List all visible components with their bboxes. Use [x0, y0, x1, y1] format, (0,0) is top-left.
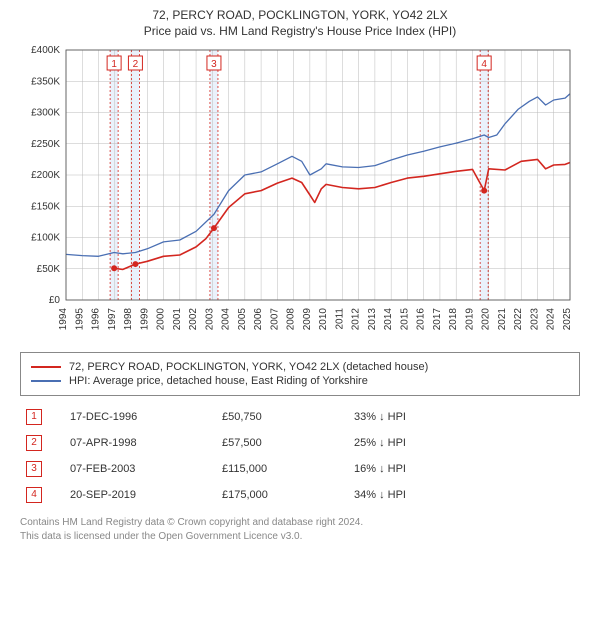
footer-note: Contains HM Land Registry data © Crown c… — [20, 516, 580, 543]
svg-text:4: 4 — [481, 59, 487, 70]
svg-text:2012: 2012 — [351, 308, 362, 331]
svg-text:2021: 2021 — [497, 308, 508, 331]
event-row: 4 20-SEP-2019£175,00034% ↓ HPI — [20, 482, 580, 508]
svg-text:2019: 2019 — [464, 308, 475, 331]
footer-line2: This data is licensed under the Open Gov… — [20, 530, 580, 544]
event-diff: 34% ↓ HPI — [348, 482, 580, 508]
svg-text:£150K: £150K — [31, 201, 60, 212]
legend-item: 72, PERCY ROAD, POCKLINGTON, YORK, YO42 … — [31, 361, 569, 373]
svg-text:1: 1 — [111, 59, 117, 70]
event-marker-cell: 2 — [20, 430, 64, 456]
legend-label: HPI: Average price, detached house, East… — [69, 375, 368, 387]
svg-text:3: 3 — [211, 59, 217, 70]
chart: £0 £50K £100K £150K £200K £250K £300K £350K £400… — [20, 44, 580, 344]
svg-text:2024: 2024 — [546, 308, 557, 331]
svg-text:2004: 2004 — [221, 308, 232, 331]
event-date: 20-SEP-2019 — [64, 482, 216, 508]
event-price: £175,000 — [216, 482, 348, 508]
svg-text:£350K: £350K — [31, 76, 60, 87]
event-date: 07-APR-1998 — [64, 430, 216, 456]
event-diff: 25% ↓ HPI — [348, 430, 580, 456]
event-marker: 4 — [26, 487, 42, 503]
svg-text:2007: 2007 — [269, 308, 280, 331]
svg-text:£200K: £200K — [31, 170, 60, 181]
event-price: £115,000 — [216, 456, 348, 482]
svg-text:1994: 1994 — [58, 308, 69, 331]
svg-text:1996: 1996 — [91, 308, 102, 331]
event-marker: 2 — [26, 435, 42, 451]
svg-text:2002: 2002 — [188, 308, 199, 331]
legend-swatch — [31, 366, 61, 368]
event-row: 2 07-APR-1998£57,50025% ↓ HPI — [20, 430, 580, 456]
svg-text:2016: 2016 — [416, 308, 427, 331]
svg-text:1995: 1995 — [74, 308, 85, 331]
svg-text:2013: 2013 — [367, 308, 378, 331]
legend: 72, PERCY ROAD, POCKLINGTON, YORK, YO42 … — [20, 352, 580, 396]
chart-svg: £0 £50K £100K £150K £200K £250K £300K £350K £400… — [20, 44, 580, 344]
event-marker-cell: 3 — [20, 456, 64, 482]
svg-text:2015: 2015 — [399, 308, 410, 331]
event-date: 07-FEB-2003 — [64, 456, 216, 482]
event-marker: 3 — [26, 461, 42, 477]
page: 72, PERCY ROAD, POCKLINGTON, YORK, YO42 … — [0, 0, 600, 549]
event-diff: 33% ↓ HPI — [348, 404, 580, 430]
event-price: £57,500 — [216, 430, 348, 456]
event-marker-cell: 4 — [20, 482, 64, 508]
svg-text:£400K: £400K — [31, 45, 60, 56]
svg-text:1998: 1998 — [123, 308, 134, 331]
event-marker: 1 — [26, 409, 42, 425]
chart-title-line1: 72, PERCY ROAD, POCKLINGTON, YORK, YO42 … — [10, 8, 590, 22]
event-diff: 16% ↓ HPI — [348, 456, 580, 482]
svg-text:£100K: £100K — [31, 233, 60, 244]
chart-title-line2: Price paid vs. HM Land Registry's House … — [10, 24, 590, 38]
event-price: £50,750 — [216, 404, 348, 430]
svg-text:£250K: £250K — [31, 139, 60, 150]
svg-text:2017: 2017 — [432, 308, 443, 331]
event-marker-cell: 1 — [20, 404, 64, 430]
event-date: 17-DEC-1996 — [64, 404, 216, 430]
footer-line1: Contains HM Land Registry data © Crown c… — [20, 516, 580, 530]
svg-text:2010: 2010 — [318, 308, 329, 331]
event-row: 1 17-DEC-1996£50,75033% ↓ HPI — [20, 404, 580, 430]
svg-text:1997: 1997 — [107, 308, 118, 331]
legend-swatch — [31, 380, 61, 382]
svg-text:£300K: £300K — [31, 108, 60, 119]
svg-text:2011: 2011 — [334, 308, 345, 330]
svg-text:2020: 2020 — [481, 308, 492, 331]
event-row: 3 07-FEB-2003£115,00016% ↓ HPI — [20, 456, 580, 482]
svg-text:2006: 2006 — [253, 308, 264, 331]
svg-text:2008: 2008 — [286, 308, 297, 331]
svg-text:2022: 2022 — [513, 308, 524, 331]
svg-text:2000: 2000 — [156, 308, 167, 331]
svg-text:2: 2 — [133, 59, 139, 70]
svg-text:2014: 2014 — [383, 308, 394, 331]
svg-text:£0: £0 — [49, 295, 61, 306]
svg-text:2018: 2018 — [448, 308, 459, 331]
svg-text:2005: 2005 — [237, 308, 248, 331]
legend-label: 72, PERCY ROAD, POCKLINGTON, YORK, YO42 … — [69, 361, 428, 373]
chart-title-block: 72, PERCY ROAD, POCKLINGTON, YORK, YO42 … — [10, 8, 590, 38]
legend-item: HPI: Average price, detached house, East… — [31, 375, 569, 387]
svg-text:£50K: £50K — [37, 264, 61, 275]
svg-text:2001: 2001 — [172, 308, 183, 331]
svg-text:2025: 2025 — [562, 308, 573, 331]
event-table: 1 17-DEC-1996£50,75033% ↓ HPI 2 07-APR-1998… — [20, 404, 580, 508]
svg-text:2023: 2023 — [529, 308, 540, 331]
svg-text:2009: 2009 — [302, 308, 313, 331]
svg-text:1999: 1999 — [139, 308, 150, 331]
svg-text:2003: 2003 — [204, 308, 215, 331]
